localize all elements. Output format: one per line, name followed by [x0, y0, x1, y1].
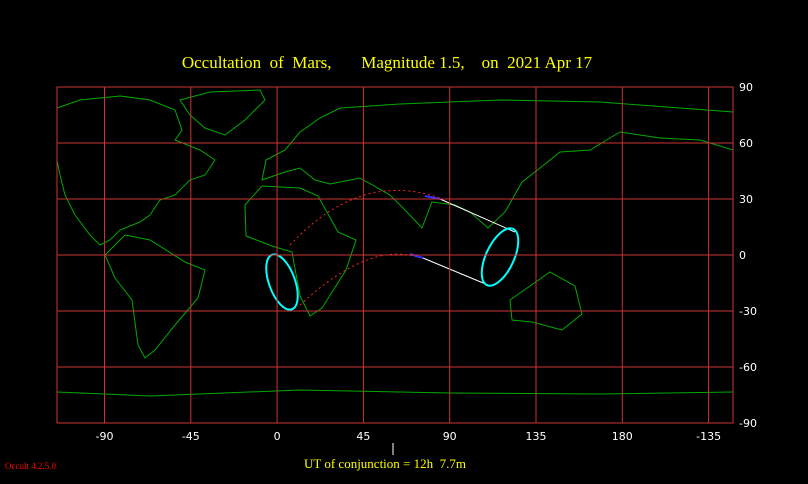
- south-america: [104, 234, 206, 359]
- x-label: 180: [612, 430, 633, 443]
- x-label: -90: [96, 430, 114, 443]
- occultation-track: [265, 189, 520, 311]
- y-label: 30: [739, 193, 753, 206]
- north-america: [56, 95, 216, 246]
- y-label: 90: [739, 81, 753, 94]
- title: Occultation of Mars, Magnitude 1.5, on 2…: [182, 53, 593, 72]
- australia: [509, 271, 583, 331]
- y-label: 0: [739, 249, 746, 262]
- x-label: 45: [356, 430, 370, 443]
- version: Occult 4.2.5.0: [5, 461, 56, 471]
- daylight-limit: [439, 198, 516, 233]
- coastlines: [56, 89, 734, 397]
- x-label: -45: [182, 430, 200, 443]
- africa: [244, 185, 357, 317]
- y-label: -30: [739, 305, 757, 318]
- x-label: -135: [696, 430, 721, 443]
- y-label: 60: [739, 137, 753, 150]
- conjunction-time: UT of conjunction = 12h 7.7m: [304, 456, 466, 471]
- eurasia: [261, 99, 734, 229]
- x-label: 135: [526, 430, 547, 443]
- greenland: [179, 89, 266, 136]
- y-label: -60: [739, 361, 757, 374]
- southern-limit: [299, 253, 421, 306]
- x-label: 90: [443, 430, 457, 443]
- rise-set-curve: [480, 227, 520, 287]
- daylight-limit: [422, 257, 489, 286]
- y-label: -90: [739, 417, 757, 430]
- x-label: 0: [274, 430, 281, 443]
- map-frame: [56, 86, 734, 424]
